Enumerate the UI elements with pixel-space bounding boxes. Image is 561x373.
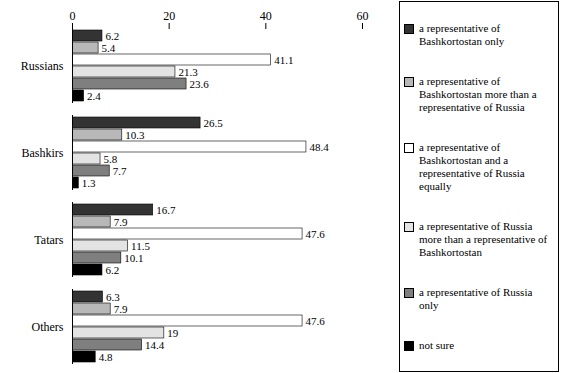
svg-text:41.1: 41.1 bbox=[274, 54, 293, 66]
svg-text:Russians: Russians bbox=[21, 59, 64, 73]
svg-text:0: 0 bbox=[70, 9, 76, 23]
svg-text:Tatars: Tatars bbox=[34, 233, 63, 247]
svg-text:21.3: 21.3 bbox=[178, 66, 198, 78]
svg-text:47.6: 47.6 bbox=[306, 315, 326, 327]
svg-text:Bashkirs: Bashkirs bbox=[22, 146, 64, 160]
html-text:a representative of Russia mor: a representative of Russia more than a r… bbox=[419, 219, 548, 258]
svg-text:11.5: 11.5 bbox=[131, 240, 150, 252]
svg-text:16.7: 16.7 bbox=[156, 204, 176, 216]
svg-text:10.3: 10.3 bbox=[125, 129, 145, 141]
svg-text:6.2: 6.2 bbox=[105, 264, 119, 276]
svg-text:4.8: 4.8 bbox=[99, 351, 113, 363]
svg-text:2.4: 2.4 bbox=[87, 90, 101, 102]
svg-text:7.9: 7.9 bbox=[114, 216, 128, 228]
svg-text:6.3: 6.3 bbox=[106, 291, 120, 303]
html-text:a representative of Bashkortos: a representative of Bashkortostan more t… bbox=[419, 74, 537, 113]
svg-text:7.7: 7.7 bbox=[113, 165, 127, 177]
svg-text:48.4: 48.4 bbox=[309, 141, 329, 153]
html-text:a representative of Bashkortos: a representative of Bashkortostan and a … bbox=[419, 140, 525, 192]
svg-text:5.8: 5.8 bbox=[104, 153, 118, 165]
svg-text:23.6: 23.6 bbox=[190, 78, 210, 90]
html-text:a representative of Bashkortos: a representative of Bashkortostan only bbox=[419, 21, 505, 47]
svg-text:40: 40 bbox=[260, 9, 272, 23]
html-text:a representative of Russia onl: a representative of Russia only bbox=[419, 285, 533, 311]
svg-text:5.4: 5.4 bbox=[102, 42, 116, 54]
svg-text:14.4: 14.4 bbox=[145, 339, 165, 351]
svg-text:60: 60 bbox=[357, 9, 369, 23]
svg-text:19: 19 bbox=[167, 327, 179, 339]
svg-text:47.6: 47.6 bbox=[306, 228, 326, 240]
svg-text:7.9: 7.9 bbox=[114, 303, 128, 315]
svg-text:1.3: 1.3 bbox=[82, 177, 96, 189]
html-text:not sure: not sure bbox=[419, 338, 455, 351]
svg-text:Others: Others bbox=[32, 320, 64, 334]
svg-text:20: 20 bbox=[163, 9, 175, 23]
svg-text:10.1: 10.1 bbox=[124, 252, 143, 264]
svg-text:6.2: 6.2 bbox=[105, 30, 119, 42]
svg-text:26.5: 26.5 bbox=[204, 117, 224, 129]
